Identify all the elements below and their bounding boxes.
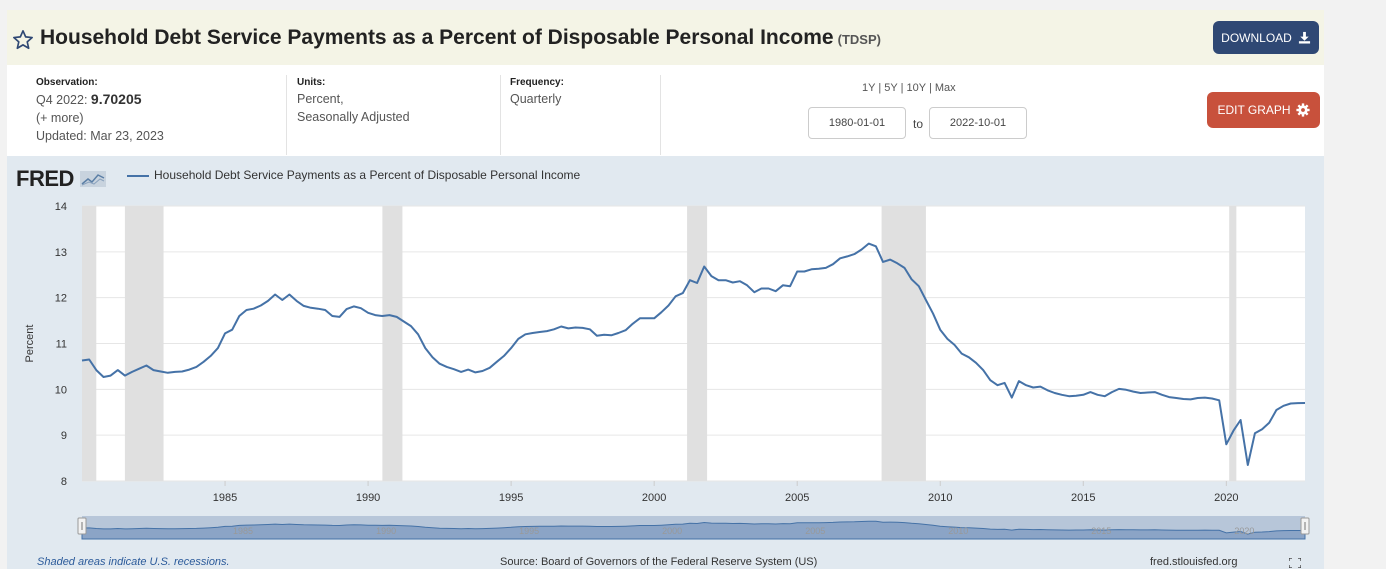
recession-band (382, 206, 403, 481)
navigator-label: 2020 (1234, 526, 1254, 536)
download-label: DOWNLOAD (1221, 30, 1292, 45)
x-tick-label: 2020 (1214, 492, 1238, 504)
frequency-block: Frequency: Quarterly (510, 65, 564, 155)
observation-value: 9.70205 (90, 91, 142, 107)
y-tick-label: 12 (55, 293, 67, 305)
recession-band (82, 206, 97, 481)
units-line2: Seasonally Adjusted (297, 110, 410, 124)
frequency-value: Quarterly (510, 92, 562, 106)
range-1y[interactable]: 1Y (862, 82, 876, 94)
source-note: Source: Board of Governors of the Federa… (500, 556, 818, 568)
observation-block: Observation: Q4 2022: 9.70205 (+ more) U… (36, 65, 164, 155)
y-tick-label: 13 (55, 247, 67, 259)
fred-logo-text: FRED (16, 166, 74, 191)
y-axis-label: Percent (24, 325, 36, 363)
units-line1: Percent, (297, 92, 344, 106)
legend-label: Household Debt Service Payments as a Per… (154, 168, 581, 182)
more-link[interactable]: (+ more) (36, 111, 84, 125)
page: Household Debt Service Payments as a Per… (7, 10, 1324, 569)
x-tick-label: 2015 (1071, 492, 1095, 504)
page-title: Household Debt Service Payments as a Per… (40, 26, 881, 50)
download-button[interactable]: DOWNLOAD (1213, 21, 1319, 54)
star-icon[interactable] (12, 29, 34, 51)
chart-panel: FRED Household Debt Service Payments as … (7, 156, 1324, 569)
y-tick-label: 9 (61, 430, 67, 442)
x-tick-label: 2005 (785, 492, 809, 504)
range-10y[interactable]: 10Y (906, 82, 926, 94)
gear-icon (1295, 103, 1310, 117)
recession-band (687, 206, 708, 481)
navigator-label: 2010 (948, 526, 968, 536)
range-sep: | (878, 82, 882, 94)
y-tick-label: 10 (55, 384, 67, 396)
x-tick-label: 1985 (213, 492, 237, 504)
observation-line: Q4 2022: 9.70205 (36, 90, 164, 109)
observation-label: Observation: (36, 77, 98, 88)
recession-note[interactable]: Shaded areas indicate U.S. recessions. (37, 556, 230, 568)
start-date-input[interactable]: 1980-01-01 (808, 107, 906, 139)
divider (286, 75, 287, 155)
site-link[interactable]: fred.stlouisfed.org (1150, 556, 1238, 568)
series-code: (TDSP) (837, 32, 881, 47)
recession-band (124, 206, 164, 481)
range-5y[interactable]: 5Y (884, 82, 898, 94)
legend-swatch (127, 175, 149, 177)
frequency-label: Frequency: (510, 77, 564, 88)
download-icon (1298, 31, 1310, 44)
title-bar: Household Debt Service Payments as a Per… (7, 10, 1324, 65)
range-max[interactable]: Max (934, 82, 956, 94)
edit-graph-button[interactable]: EDIT GRAPH (1207, 92, 1320, 128)
end-date-input[interactable]: 2022-10-01 (929, 107, 1027, 139)
y-tick-label: 14 (55, 201, 67, 213)
line-chart: 8 9 10 11 12 13 14 1985 1990 1995 2000 2005 2010 2015… (24, 201, 1310, 540)
fred-graph-icon (79, 171, 106, 187)
units-label: Units: (297, 77, 326, 88)
observation-period: Q4 2022: (36, 93, 88, 107)
navigator-series (81, 520, 1306, 540)
navigator-label: 1995 (519, 526, 539, 536)
edit-graph-label: EDIT GRAPH (1217, 103, 1291, 117)
y-tick-label: 11 (56, 339, 67, 351)
fred-logo: FRED (16, 166, 106, 192)
units-block: Units: Percent, Seasonally Adjusted (297, 65, 410, 155)
x-tick-label: 2010 (928, 492, 952, 504)
navigator-label: 1985 (233, 526, 253, 536)
divider (500, 75, 501, 155)
series-title: Household Debt Service Payments as a Per… (40, 26, 834, 49)
range-sep: | (928, 82, 932, 94)
range-sep: | (900, 82, 904, 94)
recession-band (881, 206, 926, 481)
updated-date: Updated: Mar 23, 2023 (36, 129, 164, 143)
recession-band (1229, 206, 1237, 481)
x-tick-label: 1995 (499, 492, 523, 504)
divider (660, 75, 661, 155)
series-line (81, 242, 1306, 466)
navigator-label: 2000 (662, 526, 682, 536)
fullscreen-icon[interactable] (1289, 558, 1301, 568)
y-tick-label: 8 (61, 476, 67, 488)
to-label: to (913, 117, 924, 131)
range-links: 1Y | 5Y | 10Y | Max (862, 82, 956, 94)
navigator-label: 1990 (376, 526, 396, 536)
x-tick-label: 2000 (642, 492, 666, 504)
x-tick-label: 1990 (356, 492, 380, 504)
navigator-label: 2015 (1091, 526, 1111, 536)
navigator-label: 2005 (805, 526, 825, 536)
